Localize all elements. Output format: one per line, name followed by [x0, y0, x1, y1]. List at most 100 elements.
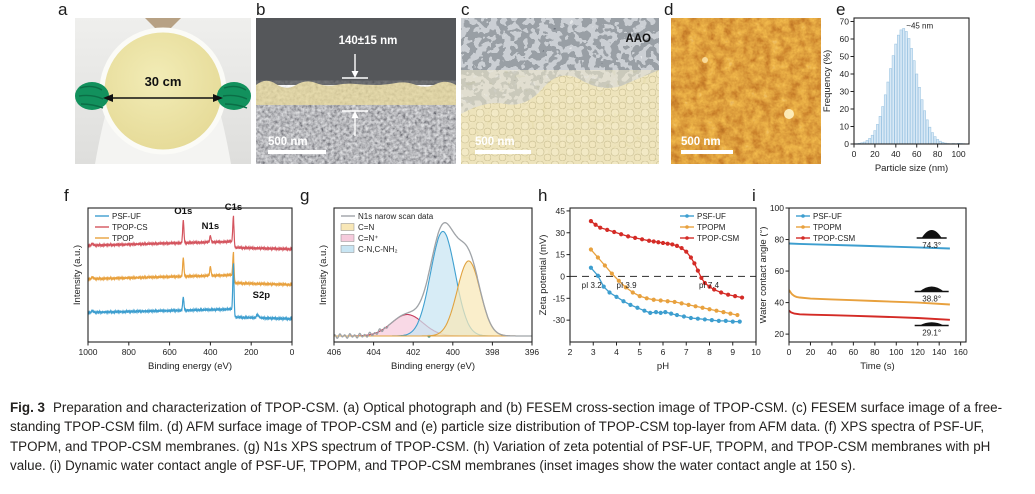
scale-bar-label: 500 nm — [475, 136, 515, 148]
svg-text:C1s: C1s — [225, 202, 242, 213]
membrane-disc — [99, 27, 227, 155]
svg-text:N1s: N1s — [202, 221, 219, 232]
svg-text:40: 40 — [827, 347, 837, 357]
panel-label-b: b — [256, 0, 266, 19]
svg-text:C=N: C=N — [358, 223, 374, 232]
svg-text:S2p: S2p — [253, 290, 271, 301]
svg-text:TPOP-CS: TPOP-CS — [112, 223, 148, 232]
svg-text:80: 80 — [775, 235, 785, 245]
svg-text:60: 60 — [849, 347, 859, 357]
panel-label-a: a — [58, 0, 68, 19]
e-plot: 0 20 40 60 80 100 0 10 20 30 40 50 60 70 Particle size… — [822, 17, 970, 174]
figure-caption: Fig. 3 Preparation and characterization o… — [10, 398, 1026, 476]
n1s-xps-fit-chart: 406 404 402 400 398 396 Binding energy (eV) Int… — [312, 196, 542, 382]
panel-label-c: c — [461, 0, 470, 19]
panel-label-g: g — [300, 186, 310, 205]
scale-bar — [475, 150, 531, 154]
sem-cross-section-panel: 140±15 nm 500 nm — [256, 18, 456, 164]
svg-text:6: 6 — [661, 347, 666, 357]
bright-particle — [784, 109, 794, 119]
svg-text:402: 402 — [406, 347, 420, 357]
thickness-annotation: 140±15 nm — [339, 35, 398, 47]
svg-text:N1s narow scan data: N1s narow scan data — [358, 212, 434, 221]
svg-text:Frequency (%): Frequency (%) — [822, 50, 833, 112]
svg-text:-15: -15 — [553, 293, 566, 303]
person-neck — [145, 18, 181, 36]
svg-text:29.1°: 29.1° — [922, 328, 941, 337]
svg-text:0: 0 — [787, 347, 792, 357]
caption-figure-number: Fig. 3 — [10, 400, 45, 415]
scale-bar-label: 500 nm — [268, 136, 308, 148]
svg-text:60: 60 — [840, 34, 850, 44]
svg-text:pI 7.4: pI 7.4 — [699, 281, 720, 290]
svg-text:~45 nm: ~45 nm — [906, 22, 933, 31]
svg-text:0: 0 — [852, 149, 857, 159]
svg-text:20: 20 — [806, 347, 816, 357]
svg-text:8: 8 — [707, 347, 712, 357]
svg-text:200: 200 — [244, 347, 258, 357]
svg-text:400: 400 — [203, 347, 217, 357]
svg-text:5: 5 — [637, 347, 642, 357]
svg-text:1000: 1000 — [79, 347, 98, 357]
svg-text:3: 3 — [591, 347, 596, 357]
svg-text:404: 404 — [367, 347, 381, 357]
svg-text:Time (s): Time (s) — [860, 361, 894, 372]
caption-text: Preparation and characterization of TPOP… — [10, 400, 1003, 474]
svg-text:40: 40 — [775, 298, 785, 308]
panel-label-e: e — [836, 0, 846, 19]
afm-surface-panel: 500 nm — [671, 18, 821, 164]
diameter-annotation: 30 cm — [145, 74, 182, 89]
svg-text:9: 9 — [730, 347, 735, 357]
svg-text:100: 100 — [889, 347, 903, 357]
svg-text:Intensity (a.u.): Intensity (a.u.) — [318, 245, 329, 305]
svg-text:C-N,C-NH₂: C-N,C-NH₂ — [358, 245, 398, 254]
svg-text:0: 0 — [290, 347, 295, 357]
scale-bar — [268, 150, 326, 154]
svg-text:-30: -30 — [553, 315, 566, 325]
svg-text:pI 3.9: pI 3.9 — [617, 281, 638, 290]
svg-text:70: 70 — [840, 17, 850, 27]
f-plot: 1000 800 600 400 200 0 Binding energy (eV) Inte… — [72, 202, 295, 372]
optical-photograph-image: 30 cm — [75, 18, 251, 164]
scale-bar-label: 500 nm — [681, 136, 721, 148]
panel-label-i: i — [752, 186, 756, 205]
svg-text:PSF-UF: PSF-UF — [112, 212, 141, 221]
sem-surface-panel: AAO 500 nm — [461, 18, 659, 164]
panel-label-f: f — [64, 186, 69, 205]
svg-text:600: 600 — [163, 347, 177, 357]
svg-text:38.8°: 38.8° — [922, 295, 941, 304]
svg-text:Binding energy (eV): Binding energy (eV) — [148, 361, 232, 372]
svg-text:120: 120 — [911, 347, 925, 357]
svg-text:30: 30 — [840, 87, 850, 97]
afm-surface-image: 500 nm — [671, 18, 821, 164]
svg-text:2: 2 — [568, 347, 573, 357]
svg-text:0: 0 — [560, 271, 565, 281]
svg-text:C=N⁺: C=N⁺ — [358, 234, 378, 243]
svg-text:40: 40 — [840, 69, 850, 79]
svg-text:20: 20 — [870, 149, 880, 159]
svg-text:80: 80 — [933, 149, 943, 159]
svg-text:10: 10 — [751, 347, 761, 357]
svg-text:TPOPM: TPOPM — [813, 223, 842, 232]
panel-label-d: d — [664, 0, 674, 19]
svg-text:40: 40 — [891, 149, 901, 159]
svg-text:60: 60 — [775, 266, 785, 276]
contact-angle-chart: 74.3° 38.8° 29.1° 0 20 40 60 80 100 120 140 160 20 40… — [758, 196, 973, 382]
g-plot: 406 404 402 400 398 396 Binding energy (eV) Int… — [318, 207, 539, 372]
svg-text:50: 50 — [840, 52, 850, 62]
svg-text:74.3°: 74.3° — [922, 241, 941, 250]
svg-text:60: 60 — [912, 149, 922, 159]
particle-size-histogram: 0 20 40 60 80 100 0 10 20 30 40 50 60 70 Particle size… — [818, 2, 975, 178]
xps-survey-chart: 1000 800 600 400 200 0 Binding energy (eV) Inte… — [50, 196, 300, 382]
svg-text:80: 80 — [870, 347, 880, 357]
svg-text:406: 406 — [327, 347, 341, 357]
svg-text:Zeta potential (mV): Zeta potential (mV) — [538, 235, 549, 316]
svg-text:800: 800 — [122, 347, 136, 357]
svg-text:PSF-UF: PSF-UF — [813, 212, 842, 221]
svg-text:10: 10 — [840, 122, 850, 132]
svg-text:100: 100 — [951, 149, 965, 159]
svg-text:PSF-UF: PSF-UF — [697, 212, 726, 221]
svg-text:15: 15 — [556, 250, 566, 260]
